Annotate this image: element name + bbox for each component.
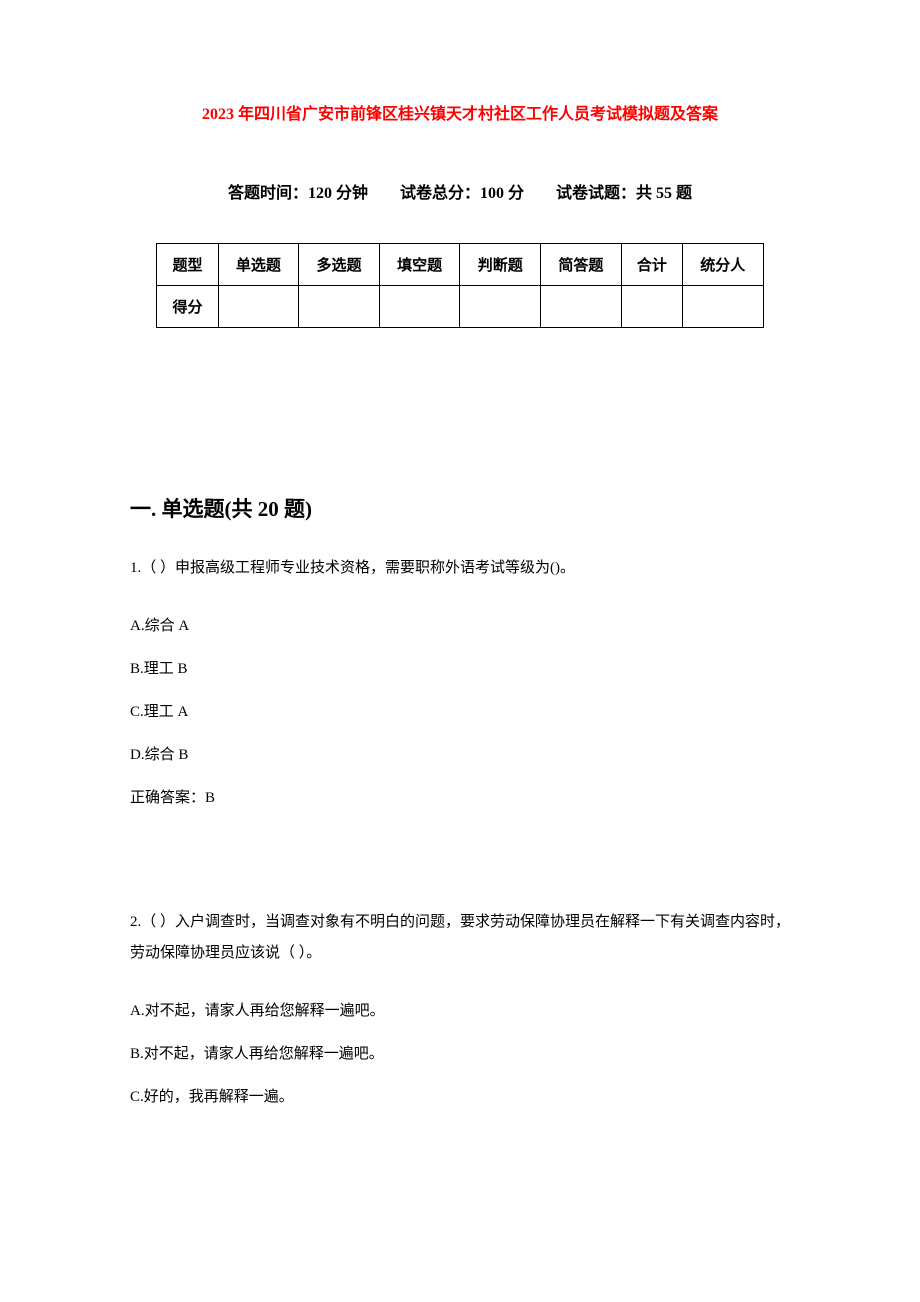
col-total: 合计 [621,244,682,286]
question-2-option-b: B.对不起，请家人再给您解释一遍吧。 [130,1041,790,1068]
question-2-option-a: A.对不起，请家人再给您解释一遍吧。 [130,998,790,1025]
score-table: 题型 单选题 多选题 填空题 判断题 简答题 合计 统分人 得分 [156,243,763,328]
exam-info-bar: 答题时间：120 分钟 试卷总分：100 分 试卷试题：共 55 题 [130,179,790,203]
exam-time-label: 答题时间：120 分钟 [228,185,368,202]
table-score-row: 得分 [157,286,763,328]
cell-multi [299,286,380,328]
col-single: 单选题 [218,244,299,286]
question-1-answer: 正确答案：B [130,785,790,812]
section-1-heading: 一. 单选题(共 20 题) [130,493,790,523]
question-2-text: 2.（ ）入户调查时，当调查对象有不明白的问题，要求劳动保障协理员在解释一下有关… [130,907,790,970]
cell-single [218,286,299,328]
col-multi: 多选题 [299,244,380,286]
question-2-option-c: C.好的，我再解释一遍。 [130,1084,790,1111]
question-1-text: 1.（ ）申报高级工程师专业技术资格，需要职称外语考试等级为()。 [130,553,790,585]
col-judge: 判断题 [460,244,541,286]
question-1-option-b: B.理工 B [130,656,790,683]
question-1-option-c: C.理工 A [130,699,790,726]
cell-fill [379,286,460,328]
cell-total [621,286,682,328]
question-1-option-a: A.综合 A [130,613,790,640]
question-1-option-d: D.综合 B [130,742,790,769]
cell-short [541,286,622,328]
col-short: 简答题 [541,244,622,286]
question-1: 1.（ ）申报高级工程师专业技术资格，需要职称外语考试等级为()。 A.综合 A… [130,553,790,812]
col-fill: 填空题 [379,244,460,286]
document-title: 2023 年四川省广安市前锋区桂兴镇天才村社区工作人员考试模拟题及答案 [130,100,790,124]
question-2: 2.（ ）入户调查时，当调查对象有不明白的问题，要求劳动保障协理员在解释一下有关… [130,907,790,1111]
col-type: 题型 [157,244,218,286]
col-scorer: 统分人 [682,244,763,286]
table-header-row: 题型 单选题 多选题 填空题 判断题 简答题 合计 统分人 [157,244,763,286]
exam-total-label: 试卷总分：100 分 [400,185,524,202]
row-score-label: 得分 [157,286,218,328]
exam-count-label: 试卷试题：共 55 题 [556,185,692,202]
cell-judge [460,286,541,328]
cell-scorer [682,286,763,328]
